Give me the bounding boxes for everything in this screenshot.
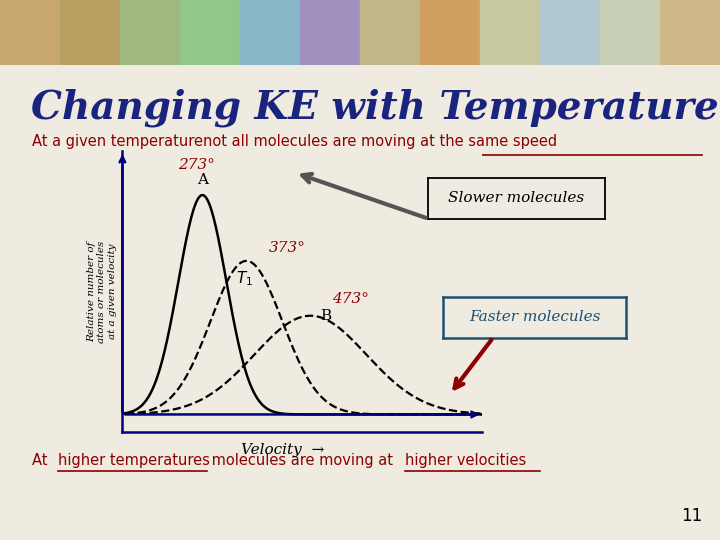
Text: Slower molecules: Slower molecules [449,192,585,205]
Text: At a given temperature: At a given temperature [32,134,208,149]
Y-axis label: Relative number of
atoms or molecules
at a given velocity: Relative number of atoms or molecules at… [87,240,117,343]
Text: not all molecules are moving at the same speed: not all molecules are moving at the same… [203,134,557,149]
Bar [300,0,360,65]
Text: molecules are moving at: molecules are moving at [207,453,398,468]
Bar [360,0,420,65]
Bar [240,0,300,65]
Text: 11: 11 [680,508,702,525]
Text: 373°: 373° [269,241,305,255]
Text: higher temperatures: higher temperatures [58,453,210,468]
Text: higher velocities: higher velocities [405,453,526,468]
Text: $T_1$: $T_1$ [236,269,253,287]
Text: A: A [197,173,208,187]
Bar [420,0,480,65]
Text: Faster molecules: Faster molecules [469,310,600,324]
Bar [660,0,720,65]
Text: B: B [320,309,331,323]
Bar [600,0,660,65]
Bar [60,0,120,65]
Text: At: At [32,453,53,468]
Bar [540,0,600,65]
Bar [0,0,60,65]
Bar [180,0,240,65]
Text: 273°: 273° [178,158,215,172]
Text: Velocity  →: Velocity → [240,443,324,457]
Text: Changing KE with Temperature: Changing KE with Temperature [30,88,719,126]
Text: 473°: 473° [333,292,369,306]
Bar [480,0,540,65]
Bar [120,0,180,65]
